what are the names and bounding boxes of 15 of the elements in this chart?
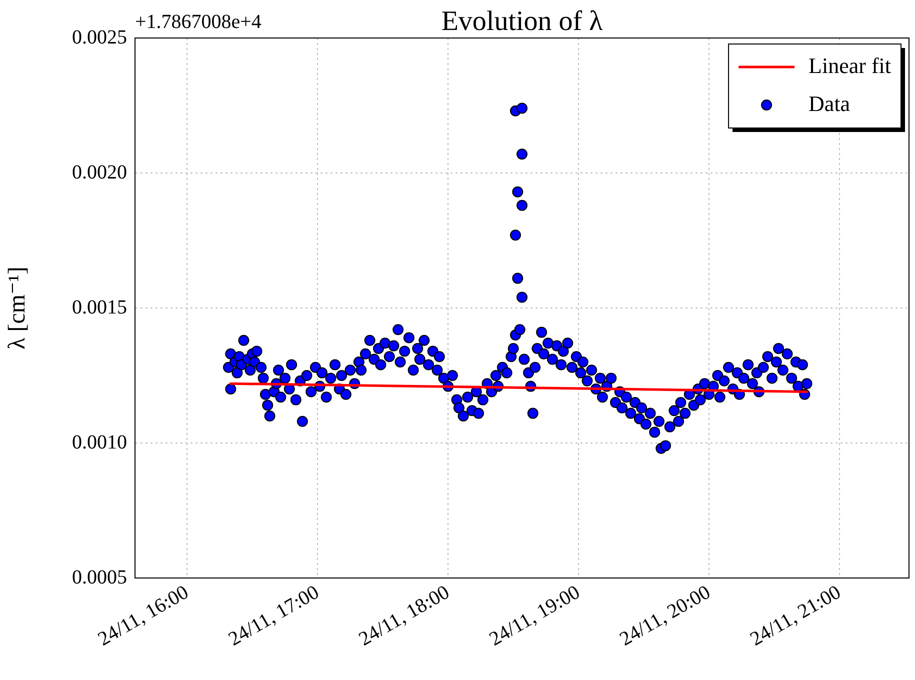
x-tick-label: 24/11, 19:00: [486, 581, 584, 650]
text: +1.7867008e+4: [135, 11, 262, 33]
x-tick-label: 24/11, 18:00: [355, 581, 454, 650]
y-tick-label: 0.0020: [72, 161, 127, 184]
x-tick-label: 24/11, 21:00: [746, 581, 845, 650]
chart-title: Evolution of λ: [441, 6, 604, 37]
legend-label: Linear fit: [808, 52, 892, 78]
y-axis-title: λ [cm⁻¹]: [4, 266, 31, 350]
y-tick-label: 0.0015: [72, 296, 127, 318]
y-tick-label: 0.0025: [72, 26, 127, 48]
x-tick-label: 24/11, 17:00: [224, 581, 323, 650]
y-tick-label: 0.0005: [72, 566, 127, 588]
legend-label: Data: [808, 90, 850, 116]
x-tick-label: 24/11, 20:00: [616, 581, 714, 650]
y-tick-label: 0.0010: [72, 431, 127, 454]
